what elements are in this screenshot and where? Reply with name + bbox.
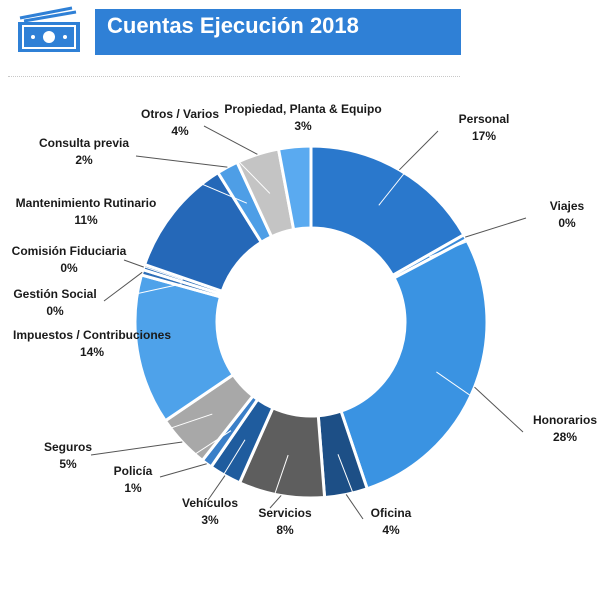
slice-label-value-5: 3% (201, 513, 219, 527)
leader-line-5 (207, 439, 246, 501)
slice-label-value-7: 5% (59, 457, 77, 471)
slice-label-name-4: Servicios (258, 506, 312, 520)
leader-line-outer-10 (123, 259, 144, 268)
slice-label-value-2: 28% (553, 430, 577, 444)
slice-label-name-2: Honorarios (533, 413, 597, 427)
leader-line-outer-13 (203, 125, 258, 155)
leader-line-outer-1 (465, 217, 527, 238)
slice-label-name-6: Policía (114, 464, 153, 478)
slice-label-name-5: Vehículos (182, 496, 238, 510)
leader-line-13 (203, 125, 271, 194)
slice-label-value-0: 17% (472, 129, 496, 143)
money-bill-icon (18, 6, 80, 52)
slice-label-value-10: 0% (60, 261, 78, 275)
leader-line-outer-6 (159, 463, 207, 478)
leader-line-3 (337, 454, 364, 520)
slice-label-name-12: Consulta previa (39, 136, 129, 150)
slice-label-name-8: Impuestos / Contribuciones (13, 328, 171, 342)
leader-line-outer-3 (345, 494, 364, 520)
slice-label-name-0: Personal (459, 112, 510, 126)
slice-label-name-3: Oficina (371, 506, 412, 520)
slice-label-value-8: 14% (80, 345, 104, 359)
slice-label-value-4: 8% (276, 523, 294, 537)
leader-line-outer-9 (103, 271, 143, 302)
slice-label-value-12: 2% (75, 153, 93, 167)
slice-label-name-10: Comisión Fiduciaria (12, 244, 127, 258)
slice-label-name-7: Seguros (44, 440, 92, 454)
leader-line-outer-5 (207, 475, 226, 501)
leader-line-9 (103, 283, 182, 302)
slice-label-name-14: Propiedad, Planta & Equipo (224, 102, 381, 116)
leader-line-outer-7 (90, 441, 183, 456)
slice-label-name-1: Viajes (550, 199, 585, 213)
leader-line-4 (269, 454, 289, 509)
slice-label-value-6: 1% (124, 481, 142, 495)
leader-line-outer-4 (269, 495, 282, 509)
leader-line-outer-12 (135, 155, 228, 168)
leader-line-6 (159, 430, 232, 478)
slice-label-value-9: 0% (46, 304, 64, 318)
leader-line-12 (135, 155, 248, 204)
slice-label-name-11: Mantenimiento Rutinario (16, 196, 157, 210)
chart-title: Cuentas Ejecución 2018 (95, 9, 461, 55)
leader-line-2 (436, 371, 524, 433)
leader-line-outer-2 (474, 386, 524, 433)
slice-label-value-14: 3% (294, 119, 312, 133)
leader-line-outer-0 (399, 130, 439, 171)
leader-line-1 (429, 217, 527, 258)
leader-line-0 (378, 130, 439, 206)
slice-label-value-1: 0% (558, 216, 576, 230)
slice-label-value-13: 4% (171, 124, 189, 138)
slice-label-name-9: Gestión Social (13, 287, 96, 301)
slice-label-value-3: 4% (382, 523, 400, 537)
divider (8, 76, 460, 77)
slice-14 (276, 144, 313, 232)
slice-label-value-11: 11% (74, 213, 98, 227)
leader-line-7 (90, 413, 213, 456)
slice-label-name-13: Otros / Varios (141, 107, 219, 121)
slice-2 (339, 237, 489, 491)
